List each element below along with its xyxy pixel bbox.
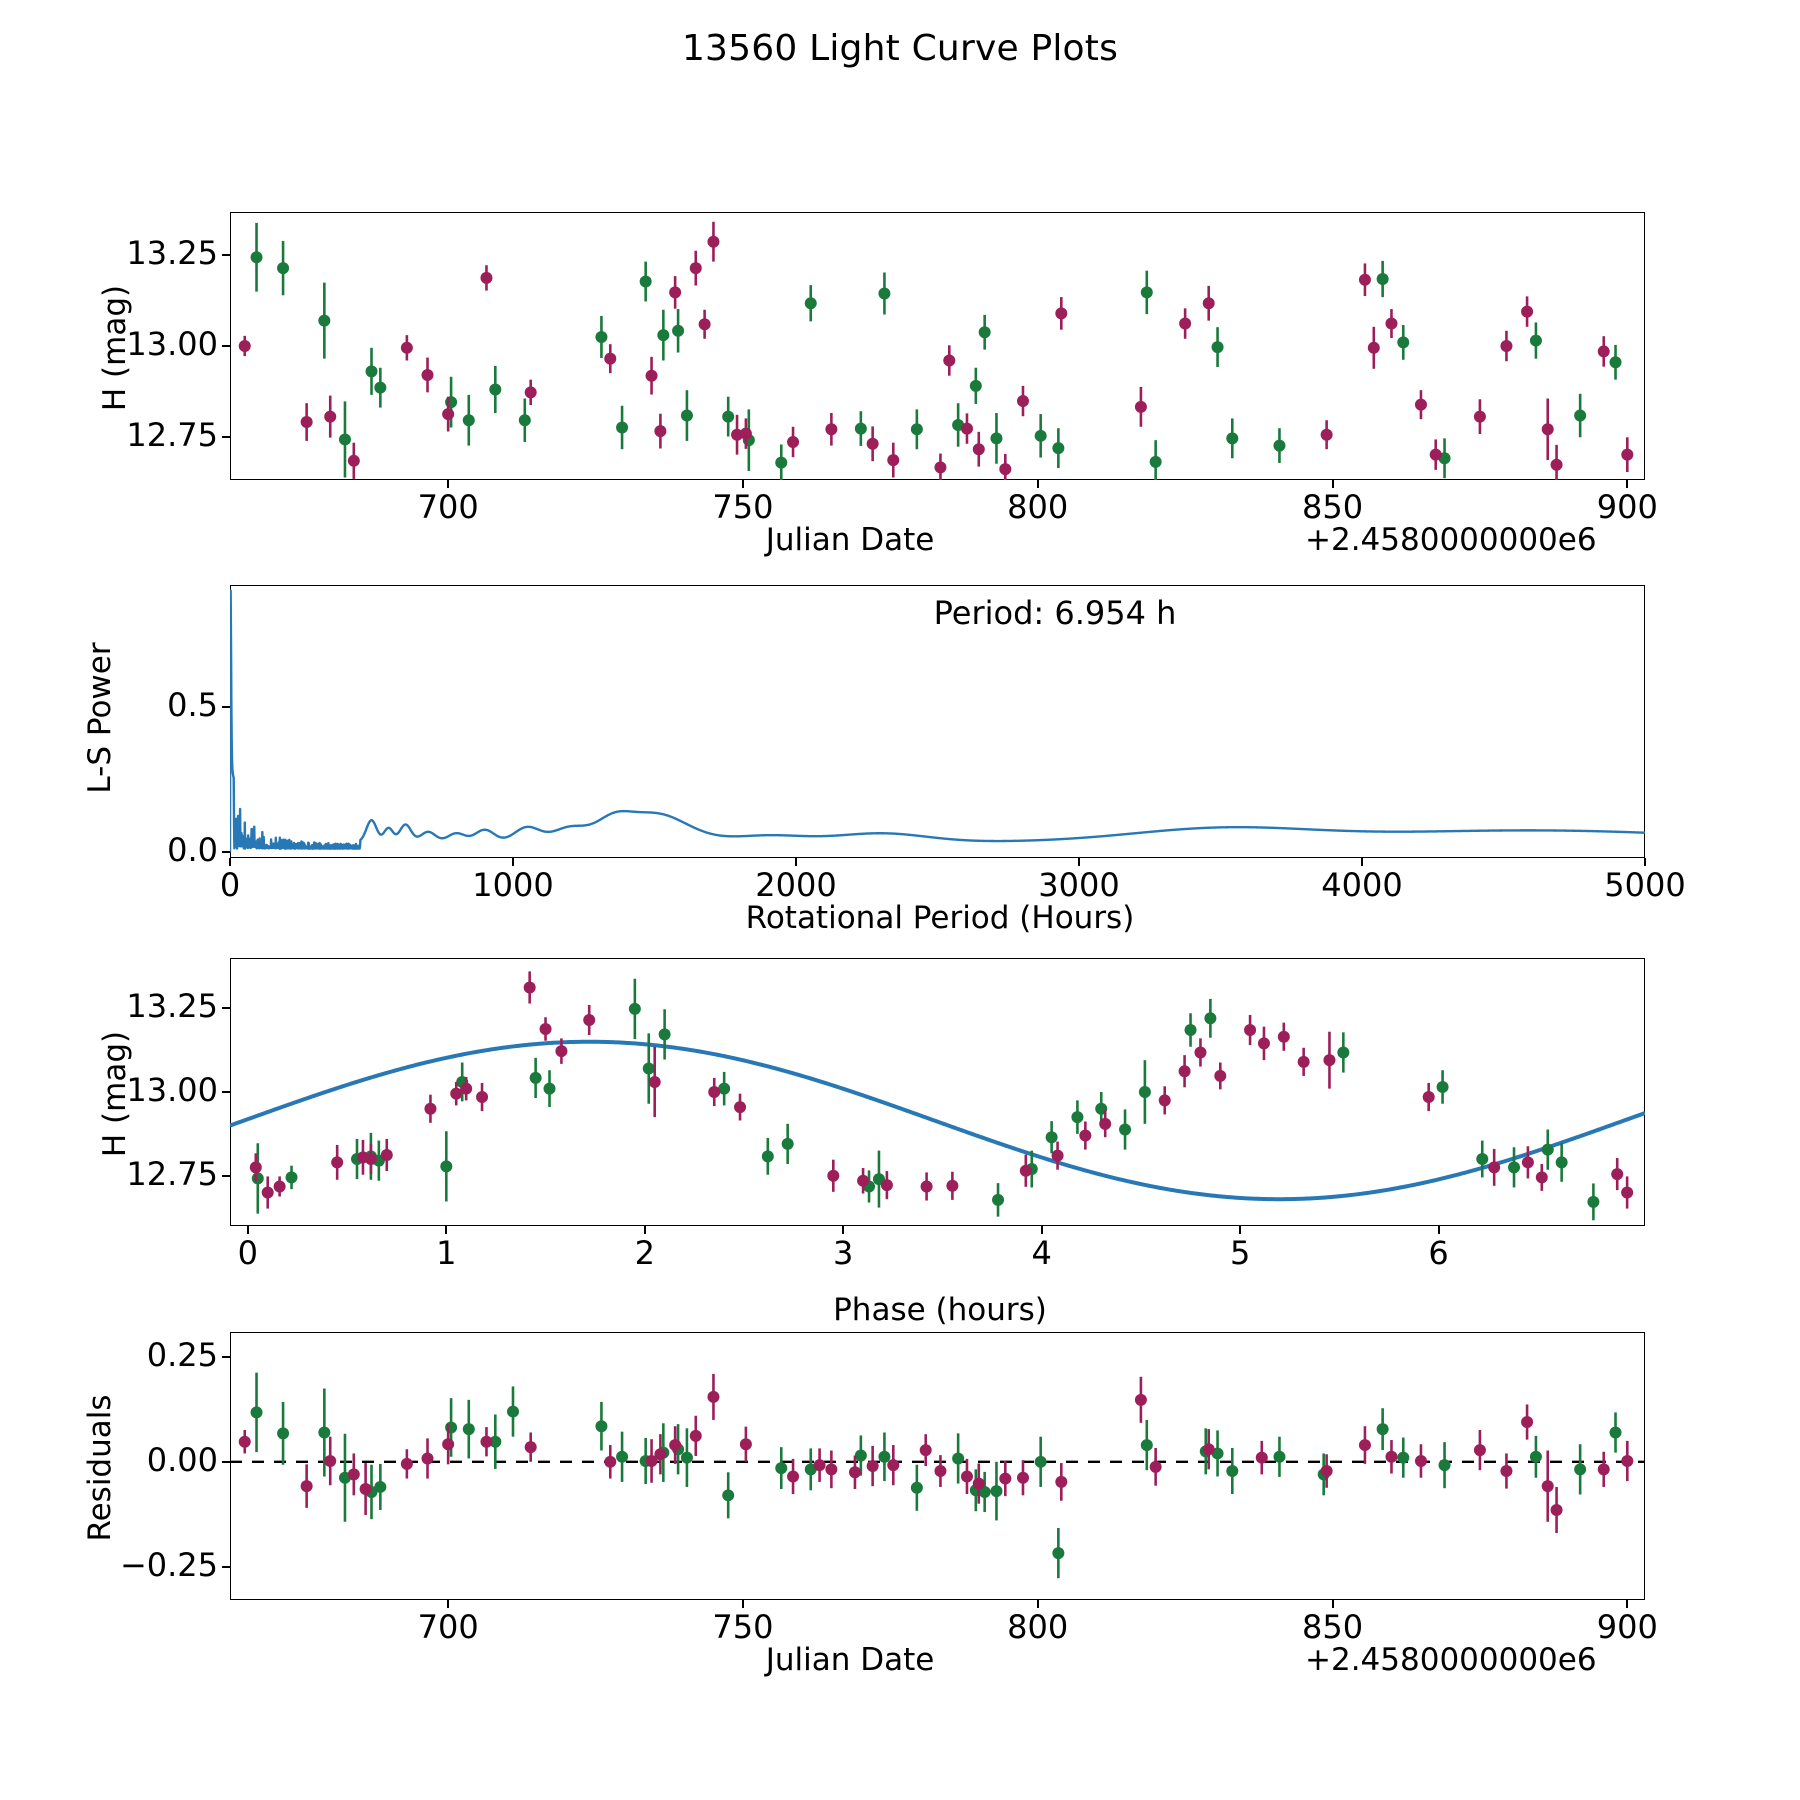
plot-area-phase-folded xyxy=(230,971,1645,1221)
plot-area-light-curve-raw xyxy=(238,221,1634,480)
x-tick-mark xyxy=(447,480,450,488)
y-tick-label: 13.25 xyxy=(126,234,218,273)
x-tick-label: 750 xyxy=(712,488,774,526)
plot-area-lomb-scargle xyxy=(230,589,1645,853)
x-tick-mark xyxy=(229,858,231,866)
y-tick-mark xyxy=(222,851,230,854)
x-tick-label: 3 xyxy=(833,1234,854,1272)
x-tick-mark xyxy=(1036,480,1039,488)
x-tick-label: 2 xyxy=(634,1234,655,1272)
x-tick-label: 6 xyxy=(1428,1234,1449,1272)
y-tick-label: 12.75 xyxy=(126,1154,218,1193)
x-tick-label: 0 xyxy=(237,1234,259,1272)
y-tick-mark xyxy=(222,1174,230,1177)
x-tick-label: 800 xyxy=(1007,1608,1069,1646)
y-tick-label: −0.25 xyxy=(119,1545,218,1584)
y-tick-label: 0.5 xyxy=(167,685,218,724)
x-tick-label: 850 xyxy=(1301,488,1364,526)
x-tick-mark xyxy=(741,1600,744,1608)
x-tick-label: 700 xyxy=(417,1608,479,1646)
x-tick-label: 2000 xyxy=(755,866,837,904)
y-tick-label: 13.00 xyxy=(126,325,218,363)
page-title: 13560 Light Curve Plots xyxy=(681,28,1119,69)
x-tick-mark xyxy=(842,1226,845,1234)
axis-label-x-1: Julian Date xyxy=(765,522,935,558)
panel-lomb-scargle xyxy=(230,585,1645,858)
x-tick-mark xyxy=(1239,1226,1242,1234)
panel-phase-folded xyxy=(230,958,1645,1226)
x-tick-mark xyxy=(447,1600,450,1608)
x-tick-label: 5 xyxy=(1229,1234,1251,1272)
x-tick-label: 700 xyxy=(417,488,479,526)
axis-offset-text-4: +2.4580000000e6 xyxy=(1305,1642,1597,1678)
panel-residuals xyxy=(230,1332,1645,1600)
x-tick-label: 850 xyxy=(1301,1608,1364,1646)
x-tick-mark xyxy=(643,1226,646,1234)
y-tick-mark xyxy=(222,705,230,708)
x-tick-label: 0 xyxy=(219,866,241,904)
y-tick-mark xyxy=(222,1091,230,1093)
x-tick-label: 4000 xyxy=(1321,866,1403,904)
axis-label-x-3: Phase (hours) xyxy=(833,1292,1047,1328)
x-tick-mark xyxy=(1078,858,1080,866)
x-tick-mark xyxy=(445,1226,448,1234)
x-tick-label: 1 xyxy=(436,1234,457,1272)
x-tick-mark xyxy=(741,480,744,488)
x-tick-mark xyxy=(246,1226,249,1234)
y-tick-mark xyxy=(222,1007,230,1010)
period-annotation: Period: 6.954 h xyxy=(933,594,1177,632)
x-tick-label: 800 xyxy=(1007,488,1069,526)
plot-area-residuals xyxy=(230,1372,1645,1579)
x-tick-label: 5000 xyxy=(1604,866,1686,904)
x-tick-label: 1000 xyxy=(472,866,554,904)
panel-light-curve-raw xyxy=(230,212,1645,480)
y-tick-mark xyxy=(222,435,230,438)
y-tick-label: 12.75 xyxy=(126,415,218,454)
x-tick-label: 750 xyxy=(712,1608,774,1646)
axes-frame-1 xyxy=(230,212,1645,480)
x-tick-mark xyxy=(795,858,797,866)
x-tick-mark xyxy=(1036,1600,1039,1608)
y-tick-label: 13.25 xyxy=(126,987,218,1026)
x-tick-mark xyxy=(1361,858,1363,866)
x-tick-mark xyxy=(1331,480,1334,488)
axes-frame-2 xyxy=(230,585,1645,858)
axis-offset-text-1: +2.4580000000e6 xyxy=(1305,522,1597,558)
x-tick-mark xyxy=(1437,1226,1440,1234)
y-tick-label: 13.00 xyxy=(126,1071,218,1109)
axes-frame-4 xyxy=(230,1332,1645,1600)
y-tick-label: 0.0 xyxy=(167,831,218,870)
x-tick-label: 900 xyxy=(1596,1608,1658,1646)
y-tick-mark xyxy=(222,1460,230,1463)
y-tick-mark xyxy=(222,254,230,257)
x-tick-label: 3000 xyxy=(1038,866,1120,904)
y-tick-mark xyxy=(222,1565,230,1568)
y-tick-label: 0.00 xyxy=(146,1440,218,1479)
y-tick-mark xyxy=(222,1356,230,1359)
x-tick-mark xyxy=(1644,858,1646,866)
axis-label-x-2: Rotational Period (Hours) xyxy=(745,900,1135,936)
x-tick-mark xyxy=(1040,1226,1043,1234)
axes-frame-3 xyxy=(230,958,1645,1226)
x-tick-mark xyxy=(512,858,514,866)
y-tick-mark xyxy=(222,345,230,347)
x-tick-label: 900 xyxy=(1596,488,1658,526)
x-tick-label: 4 xyxy=(1031,1234,1052,1272)
x-tick-mark xyxy=(1626,480,1629,488)
x-tick-mark xyxy=(1626,1600,1629,1608)
x-tick-mark xyxy=(1331,1600,1334,1608)
axis-label-x-4: Julian Date xyxy=(765,1642,935,1678)
y-tick-label: 0.25 xyxy=(146,1336,218,1375)
